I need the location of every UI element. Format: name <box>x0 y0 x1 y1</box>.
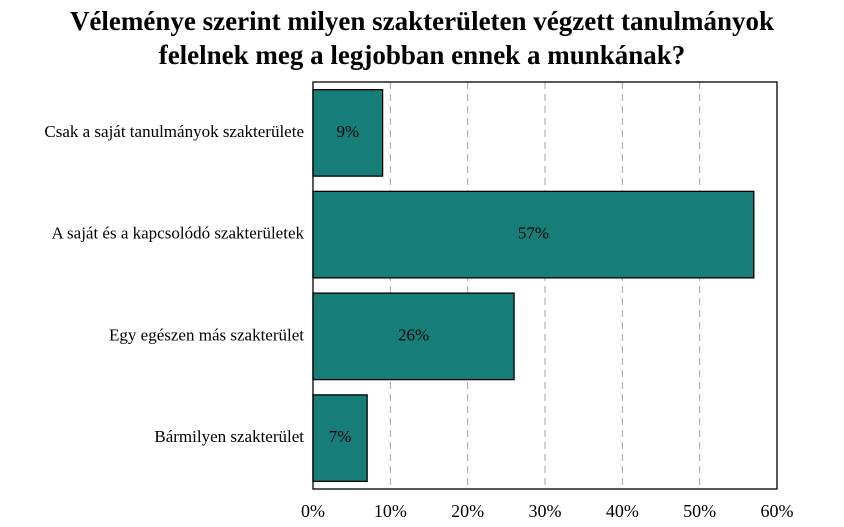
x-tick-label-10: 10% <box>374 501 407 521</box>
x-tick-label-40: 40% <box>606 501 639 521</box>
gridlines <box>389 82 701 489</box>
category-label-1: A saját és a kapcsolódó szakterületek <box>51 224 304 243</box>
value-labels: 9% 57% 26% 7% <box>329 122 549 446</box>
chart-title-line-2: felelnek meg a legjobban ennek a munkána… <box>158 40 686 70</box>
category-label-3: Bármilyen szakterület <box>154 427 304 446</box>
chart-title-line-1: Véleménye szerint milyen szakterületen v… <box>69 6 775 36</box>
plot-frame <box>312 81 778 490</box>
bar-3 <box>312 394 368 483</box>
chart-title: Véleménye szerint milyen szakterületen v… <box>0 4 844 72</box>
value-label-3: 7% <box>329 427 352 446</box>
category-label-2: Egy egészen más szakterület <box>109 325 304 344</box>
bar-2 <box>312 292 515 381</box>
value-label-0: 9% <box>336 122 359 141</box>
x-tick-labels: 0% 10% 20% 30% 40% 50% 60% <box>301 501 794 521</box>
category-labels: Csak a saját tanulmányok szakterülete A s… <box>44 122 304 446</box>
x-tick-label-30: 30% <box>529 501 562 521</box>
bar-0 <box>312 88 384 177</box>
value-label-1: 57% <box>518 224 549 243</box>
x-tick-label-60: 60% <box>761 501 794 521</box>
value-label-2: 26% <box>398 325 429 344</box>
x-tick-label-50: 50% <box>683 501 716 521</box>
category-label-0: Csak a saját tanulmányok szakterülete <box>44 122 304 141</box>
bars <box>312 88 755 483</box>
x-tick-label-0: 0% <box>301 501 325 521</box>
x-tick-label-20: 20% <box>451 501 484 521</box>
bar-1 <box>312 190 755 279</box>
